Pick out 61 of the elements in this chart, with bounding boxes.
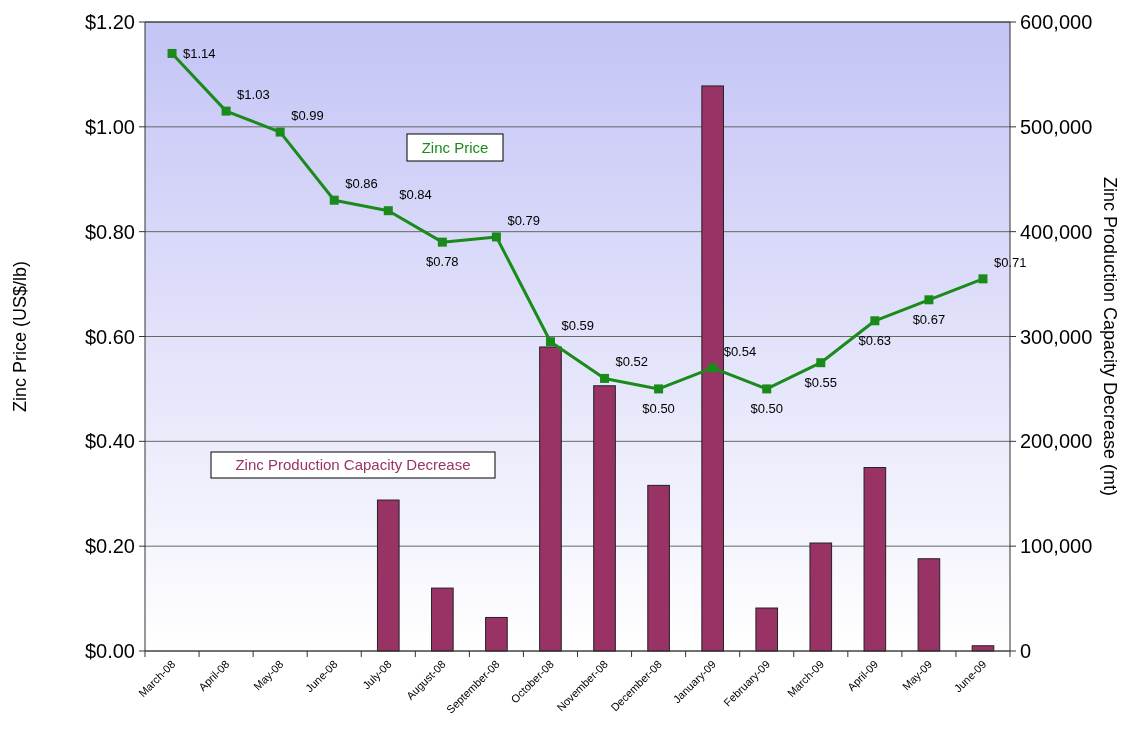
data-label: $0.52	[615, 354, 649, 370]
bar	[701, 85, 724, 652]
y-tick-label: $1.20	[84, 11, 135, 33]
point	[329, 195, 339, 205]
data-label: $0.55	[804, 374, 838, 390]
y2-tick-label: 300,000	[1020, 325, 1093, 348]
bar	[755, 607, 779, 652]
data-label: $1.14	[183, 46, 216, 62]
point	[924, 295, 934, 305]
point	[654, 384, 664, 394]
bar	[809, 542, 833, 652]
bar	[376, 499, 400, 652]
y2-tick-label: 0	[1020, 640, 1032, 662]
point	[437, 237, 447, 247]
data-label: $0.79	[507, 212, 540, 228]
data-label: $0.78	[426, 254, 459, 270]
point	[708, 363, 718, 373]
y2-tick-label: 100,000	[1020, 535, 1093, 558]
data-label: $0.59	[561, 317, 595, 333]
point	[978, 274, 988, 284]
y2-tick-label: 600,000	[1020, 11, 1093, 33]
data-label: $0.54	[723, 343, 757, 359]
y-tick-label: $0.20	[84, 535, 135, 558]
y2-tick-label: 500,000	[1020, 115, 1093, 138]
point	[600, 373, 610, 383]
bar	[431, 587, 454, 652]
y-tick-label: $0.60	[84, 325, 135, 348]
y-tick-label: $0.80	[84, 220, 135, 243]
data-label: $0.99	[291, 108, 324, 124]
data-label: $0.84	[399, 186, 432, 202]
point	[762, 384, 772, 394]
data-label: $0.67	[912, 311, 946, 327]
y-axis-title: Zinc Price (US$/lb)	[10, 260, 30, 413]
bar	[647, 484, 670, 652]
data-label: $0.71	[993, 254, 1027, 270]
text: Zinc Price	[421, 139, 489, 156]
point	[221, 106, 231, 116]
y2-tick-label: 200,000	[1020, 430, 1093, 453]
data-label: $0.86	[345, 176, 378, 192]
point	[816, 358, 826, 368]
y2-tick-label: 400,000	[1020, 220, 1093, 243]
bar	[917, 558, 941, 652]
point	[870, 316, 880, 326]
bar	[485, 616, 508, 652]
y-tick-label: $1.00	[84, 115, 135, 138]
y2-axis-title: Zinc Production Capacity Decrease (mt)	[1100, 176, 1120, 497]
point	[275, 127, 285, 137]
point	[167, 48, 177, 58]
data-label: $0.63	[858, 332, 892, 348]
data-label: $0.50	[642, 400, 675, 416]
point	[491, 232, 501, 242]
bar	[593, 385, 616, 652]
data-label: $1.03	[237, 87, 270, 103]
point	[545, 337, 555, 347]
bar	[539, 346, 562, 652]
y-tick-label: $0.00	[84, 640, 135, 662]
bar	[863, 467, 887, 652]
text: Zinc Production Capacity Decrease	[235, 456, 471, 473]
y-tick-label: $0.40	[84, 430, 135, 453]
point	[383, 206, 393, 216]
data-label: $0.50	[750, 400, 783, 416]
